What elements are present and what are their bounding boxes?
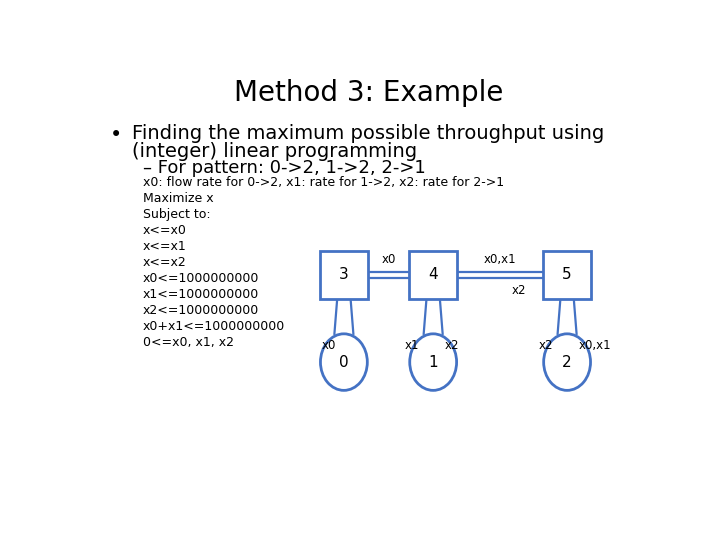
Text: Subject to:: Subject to:: [143, 208, 211, 221]
Text: 4: 4: [428, 267, 438, 282]
Text: 0: 0: [339, 355, 348, 369]
Text: – For pattern: 0->2, 1->2, 2->1: – For pattern: 0->2, 1->2, 2->1: [143, 159, 426, 177]
Ellipse shape: [544, 334, 590, 390]
Text: •: •: [109, 125, 122, 145]
Text: x0: flow rate for 0->2, x1: rate for 1->2, x2: rate for 2->1: x0: flow rate for 0->2, x1: rate for 1->…: [143, 176, 504, 189]
Ellipse shape: [320, 334, 367, 390]
Text: 1: 1: [428, 355, 438, 369]
Text: x2: x2: [539, 339, 553, 352]
Text: x0<=1000000000: x0<=1000000000: [143, 272, 259, 285]
FancyBboxPatch shape: [544, 251, 591, 299]
Text: 5: 5: [562, 267, 572, 282]
Text: x0: x0: [382, 253, 396, 266]
Text: x0+x1<=1000000000: x0+x1<=1000000000: [143, 320, 285, 333]
Text: 3: 3: [339, 267, 348, 282]
Text: x<=x1: x<=x1: [143, 240, 186, 253]
Text: Maximize x: Maximize x: [143, 192, 214, 205]
FancyBboxPatch shape: [320, 251, 368, 299]
Text: 2: 2: [562, 355, 572, 369]
Text: Finding the maximum possible throughput using: Finding the maximum possible throughput …: [132, 124, 604, 143]
Text: x0: x0: [322, 339, 336, 352]
Ellipse shape: [410, 334, 456, 390]
Text: x<=x0: x<=x0: [143, 224, 187, 237]
Text: x2: x2: [511, 284, 526, 296]
FancyBboxPatch shape: [410, 251, 457, 299]
Text: x0,x1: x0,x1: [578, 339, 611, 352]
Text: Method 3: Example: Method 3: Example: [234, 79, 504, 107]
Text: x<=x2: x<=x2: [143, 256, 186, 269]
Text: x2: x2: [444, 339, 459, 352]
Text: x1: x1: [405, 339, 419, 352]
Text: (integer) linear programming: (integer) linear programming: [132, 141, 417, 161]
Text: x2<=1000000000: x2<=1000000000: [143, 304, 259, 317]
Text: x0,x1: x0,x1: [484, 253, 516, 266]
Text: 0<=x0, x1, x2: 0<=x0, x1, x2: [143, 336, 234, 349]
Text: x1<=1000000000: x1<=1000000000: [143, 288, 259, 301]
